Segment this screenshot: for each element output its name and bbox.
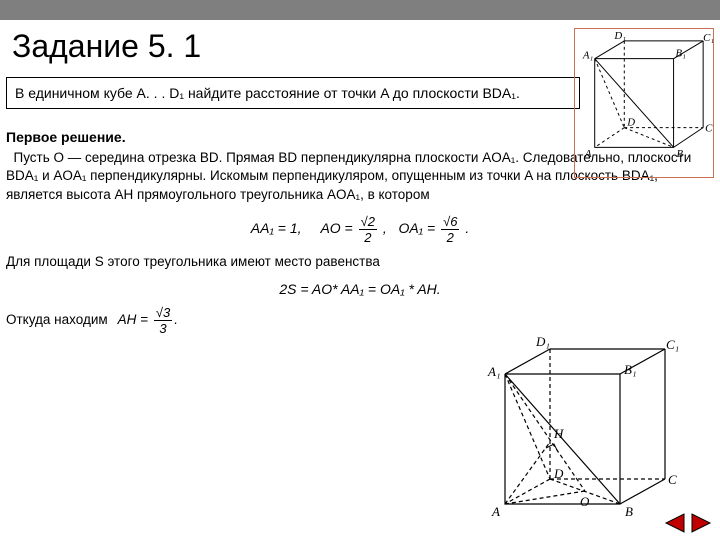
- f1-ao-den: 2: [359, 230, 377, 245]
- f1-oa1-den: 2: [441, 230, 459, 245]
- f1-ao-frac: √2 2: [359, 214, 377, 245]
- prev-button[interactable]: [662, 512, 686, 534]
- problem-statement: В единичном кубе A. . . D₁ найдите расст…: [6, 77, 580, 109]
- lbl-D-top: D: [626, 117, 635, 129]
- lbl-B-bot: B: [625, 504, 633, 519]
- lbl-C1-bot: C₁: [666, 337, 679, 352]
- formula-3: AH = √3 3 .: [118, 305, 178, 336]
- lbl-D-bot: D: [553, 466, 564, 481]
- lbl-O-bot: O: [580, 494, 590, 509]
- lbl-A1-top: A₁: [582, 50, 594, 62]
- cube-diagram-top: A₁ B₁ C₁ D₁ A B C D: [574, 28, 714, 178]
- paragraph-2: Для площади S этого треугольника имеют м…: [6, 253, 714, 271]
- lbl-A1-bot: A₁: [487, 364, 500, 379]
- f1-ao-num: √2: [359, 214, 377, 230]
- f3-frac: √3 3: [154, 305, 172, 336]
- lbl-B1-bot: B₁: [624, 362, 636, 377]
- lbl-B-top: B: [677, 148, 684, 160]
- formula-1: AA₁ = 1, AO = √2 2 , OA₁ = √6 2 .: [6, 210, 714, 253]
- f3-den: 3: [154, 321, 172, 336]
- f1-oa1-num: √6: [441, 214, 459, 230]
- paragraph-3-row: Откуда находим AH = √3 3 .: [6, 305, 714, 336]
- lbl-D1-bot: D₁: [535, 334, 550, 349]
- f1-aa1: AA₁ = 1,: [251, 220, 302, 236]
- lbl-A-bot: A: [491, 504, 500, 519]
- f1-ao-label: AO =: [320, 220, 352, 236]
- f3-num: √3: [154, 305, 172, 321]
- f1-oa1-label: , OA₁ =: [383, 220, 435, 236]
- f1-tail: .: [465, 220, 469, 236]
- top-bar: [0, 0, 720, 20]
- nav-buttons: [662, 512, 714, 534]
- f3-tail: .: [174, 312, 178, 327]
- f3-lhs: AH =: [118, 312, 148, 327]
- lbl-B1-top: B₁: [676, 48, 687, 60]
- lbl-C-top: C: [705, 123, 713, 135]
- lbl-A-top: A: [584, 148, 592, 160]
- paragraph-3: Откуда находим: [6, 311, 108, 329]
- lbl-C-bot: C: [668, 472, 677, 487]
- cube-diagram-bottom: A₁ B₁ C₁ D₁ A B C D O H: [480, 334, 680, 534]
- lbl-D1-top: D₁: [613, 30, 626, 42]
- f1-oa1-frac: √6 2: [441, 214, 459, 245]
- formula-2: 2S = AO* AA₁ = OA₁ * AH.: [6, 277, 714, 305]
- next-button[interactable]: [690, 512, 714, 534]
- lbl-H-bot: H: [553, 426, 564, 441]
- lbl-C1-top: C₁: [703, 32, 714, 44]
